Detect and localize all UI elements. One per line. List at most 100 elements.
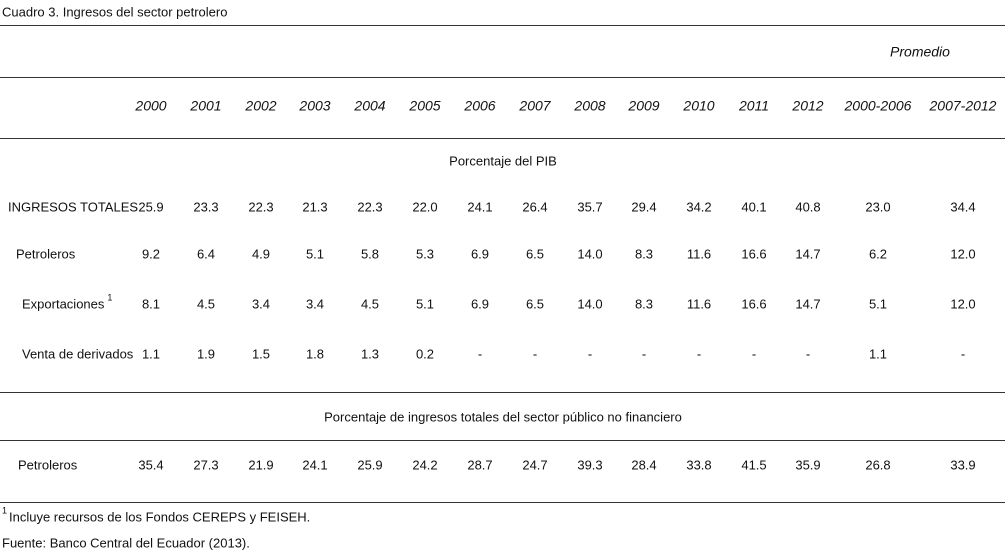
cell: 21.9 bbox=[248, 457, 273, 472]
cell: 26.8 bbox=[865, 457, 890, 472]
cell: 0.2 bbox=[416, 346, 434, 361]
cell: 23.3 bbox=[193, 199, 218, 214]
cell: 34.2 bbox=[686, 199, 711, 214]
cell: 16.6 bbox=[741, 296, 766, 311]
column-header: 2007-2012 bbox=[929, 98, 997, 114]
cell: - bbox=[961, 346, 965, 361]
column-header: 2009 bbox=[627, 98, 659, 114]
column-header: 2011 bbox=[738, 98, 769, 114]
column-header: 2010 bbox=[682, 98, 714, 114]
cell: 5.3 bbox=[416, 246, 434, 261]
row-label: Petroleros bbox=[18, 457, 78, 472]
cell: 14.0 bbox=[577, 246, 602, 261]
cell: 24.2 bbox=[412, 457, 437, 472]
cell: 25.9 bbox=[357, 457, 382, 472]
column-header: 2000-2006 bbox=[844, 98, 912, 114]
cell: 1.9 bbox=[197, 346, 215, 361]
cell: 8.3 bbox=[635, 246, 653, 261]
cell: 28.4 bbox=[631, 457, 656, 472]
cell: 14.7 bbox=[795, 296, 820, 311]
cell: 1.1 bbox=[142, 346, 160, 361]
cell: - bbox=[478, 346, 482, 361]
cell: 27.3 bbox=[193, 457, 218, 472]
cell: 35.9 bbox=[795, 457, 820, 472]
cell: 4.9 bbox=[252, 246, 270, 261]
cell: 24.1 bbox=[467, 199, 492, 214]
cell: 9.2 bbox=[142, 246, 160, 261]
cell: - bbox=[752, 346, 756, 361]
cell: 5.8 bbox=[361, 246, 379, 261]
cell: 24.7 bbox=[522, 457, 547, 472]
cell: - bbox=[588, 346, 592, 361]
column-header: 2004 bbox=[353, 98, 385, 114]
column-header: 2002 bbox=[244, 98, 276, 114]
cell: 14.0 bbox=[577, 296, 602, 311]
source: Fuente: Banco Central del Ecuador (2013)… bbox=[2, 535, 250, 550]
column-header: 2005 bbox=[408, 98, 440, 114]
cell: - bbox=[806, 346, 810, 361]
group-header: Promedio bbox=[890, 44, 950, 60]
cell: 29.4 bbox=[631, 199, 656, 214]
cell: 6.5 bbox=[526, 296, 544, 311]
cell: 1.1 bbox=[869, 346, 887, 361]
column-header: 2001 bbox=[189, 98, 221, 114]
column-header: 2000 bbox=[134, 98, 166, 114]
cell: 22.0 bbox=[412, 199, 437, 214]
cell: 35.4 bbox=[138, 457, 163, 472]
cell: 8.3 bbox=[635, 296, 653, 311]
footnote-marker: 1 bbox=[2, 505, 7, 515]
cell: 4.5 bbox=[361, 296, 379, 311]
caption: Cuadro 3. Ingresos del sector petrolero bbox=[2, 4, 227, 19]
cell: 5.1 bbox=[306, 246, 324, 261]
cell: 11.6 bbox=[687, 246, 711, 261]
cell: 6.9 bbox=[471, 246, 489, 261]
column-header: 2003 bbox=[298, 98, 330, 114]
cell: 14.7 bbox=[795, 246, 820, 261]
cell: 39.3 bbox=[577, 457, 602, 472]
cell: 21.3 bbox=[302, 199, 327, 214]
cell: 24.1 bbox=[302, 457, 327, 472]
cell: 22.3 bbox=[248, 199, 273, 214]
row-label: Exportaciones bbox=[22, 296, 105, 311]
cell: 1.3 bbox=[361, 346, 379, 361]
cell: 3.4 bbox=[252, 296, 270, 311]
cell: 4.5 bbox=[197, 296, 215, 311]
cell: 28.7 bbox=[467, 457, 492, 472]
cell: 1.8 bbox=[306, 346, 324, 361]
cell: 33.8 bbox=[686, 457, 711, 472]
footnote: Incluye recursos de los Fondos CEREPS y … bbox=[9, 509, 310, 524]
column-header: 2012 bbox=[791, 98, 823, 114]
cell: 6.2 bbox=[869, 246, 887, 261]
section-title: Porcentaje de ingresos totales del secto… bbox=[324, 409, 682, 424]
cell: 23.0 bbox=[865, 199, 890, 214]
cell: 5.1 bbox=[869, 296, 887, 311]
column-header: 2006 bbox=[463, 98, 495, 114]
cell: 16.6 bbox=[741, 246, 766, 261]
cell: 26.4 bbox=[522, 199, 547, 214]
cell: 6.9 bbox=[471, 296, 489, 311]
cell: 8.1 bbox=[142, 296, 160, 311]
cell: 12.0 bbox=[950, 296, 975, 311]
cell: - bbox=[697, 346, 701, 361]
cell: 35.7 bbox=[577, 199, 602, 214]
cell: 5.1 bbox=[416, 296, 434, 311]
cell: - bbox=[533, 346, 537, 361]
row-label: INGRESOS TOTALES bbox=[8, 199, 138, 214]
cell: 11.6 bbox=[687, 296, 711, 311]
cell: 40.8 bbox=[795, 199, 820, 214]
cell: - bbox=[642, 346, 646, 361]
cell: 33.9 bbox=[950, 457, 975, 472]
row-label: Venta de derivados bbox=[22, 346, 134, 361]
section-title: Porcentaje del PIB bbox=[449, 153, 557, 168]
cell: 6.4 bbox=[197, 246, 215, 261]
cell: 3.4 bbox=[306, 296, 324, 311]
cell: 1.5 bbox=[252, 346, 270, 361]
column-header: 2008 bbox=[573, 98, 605, 114]
cell: 34.4 bbox=[950, 199, 975, 214]
column-header: 2007 bbox=[518, 98, 551, 114]
cell: 25.9 bbox=[138, 199, 163, 214]
cell: 41.5 bbox=[741, 457, 766, 472]
row-label: Petroleros bbox=[16, 246, 76, 261]
